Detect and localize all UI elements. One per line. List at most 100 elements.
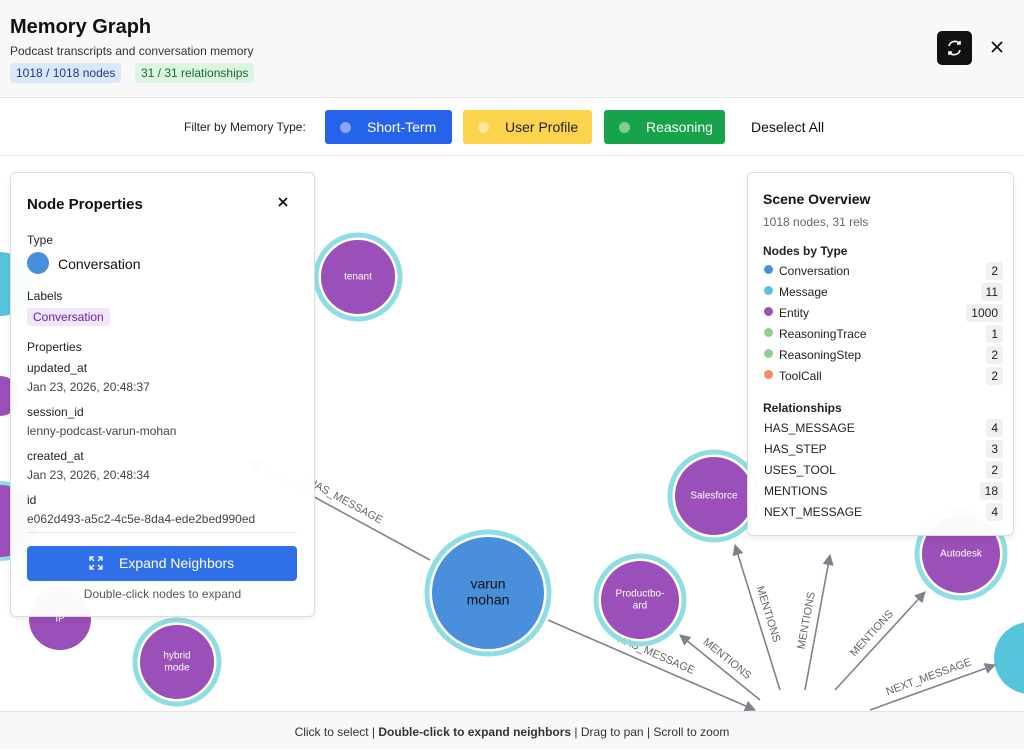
- panel-title: Node Properties: [27, 196, 143, 213]
- node-type-row: Conversation 2: [763, 262, 1003, 280]
- type-name: Conversation: [779, 264, 850, 278]
- node-label: tenant: [344, 272, 372, 283]
- relationship-row: MENTIONS 18: [763, 482, 1003, 500]
- edge: [834, 591, 926, 691]
- node-label: varun: [470, 576, 505, 592]
- graph-node[interactable]: tenant: [313, 232, 403, 322]
- type-count: 2: [986, 346, 1003, 364]
- filter-button[interactable]: Reasoning: [604, 110, 725, 144]
- rel-name: HAS_STEP: [764, 442, 827, 456]
- divider: [27, 532, 297, 533]
- rel-count: 4: [986, 419, 1003, 437]
- property-key: session_id: [27, 405, 84, 419]
- type-name: ToolCall: [779, 369, 822, 383]
- node-label: IP: [55, 614, 65, 625]
- rel-count: 2: [986, 461, 1003, 479]
- filter-button[interactable]: Short-Term: [325, 110, 452, 144]
- rel-count: 4: [986, 503, 1003, 521]
- type-name: ReasoningTrace: [779, 327, 867, 341]
- filter-dot: [619, 122, 630, 133]
- edge: [869, 663, 997, 711]
- property-value: e062d493-a5c2-4c5e-8da4-ede2bed990ed: [27, 512, 256, 526]
- relationship-row: NEXT_MESSAGE 4: [763, 503, 1003, 521]
- label-chip: Conversation: [27, 308, 110, 326]
- filter-button[interactable]: User Profile: [463, 110, 592, 144]
- type-count: 11: [980, 283, 1003, 301]
- subtitle: Podcast transcripts and conversation mem…: [10, 44, 254, 58]
- rel-name: HAS_MESSAGE: [764, 421, 855, 435]
- type-label: Type: [27, 233, 54, 247]
- filter-dot: [340, 122, 351, 133]
- type-dot: [764, 286, 773, 295]
- panel-title: Scene Overview: [763, 191, 871, 207]
- node-circle: [430, 535, 546, 651]
- type-dot: [764, 370, 773, 379]
- filter-label: Filter by Memory Type:: [184, 120, 306, 134]
- node-properties-panel: Node Properties Type Conversation Labels…: [10, 172, 315, 617]
- edge-label: MENTIONS: [848, 608, 896, 659]
- footer-hint: Double-click to expand neighbors: [378, 725, 572, 739]
- deselect-all[interactable]: Deselect All: [751, 119, 825, 135]
- property-key: id: [27, 493, 37, 507]
- summary: 1018 nodes, 31 rels: [763, 215, 869, 229]
- close-icon: [278, 197, 288, 207]
- node-label: ard: [633, 601, 647, 612]
- node-ring: [424, 529, 552, 657]
- graph-node[interactable]: Salesforce: [667, 449, 761, 543]
- footer-hint: Click to select: [294, 725, 369, 739]
- graph-node[interactable]: Productbo-ard: [593, 553, 687, 647]
- rel-count: 18: [979, 482, 1003, 500]
- node-type-row: Entity 1000: [763, 304, 1003, 322]
- close-button[interactable]: [988, 37, 1006, 57]
- type-dot: [27, 252, 49, 274]
- type-count: 1: [986, 325, 1003, 343]
- node-ring: [313, 232, 403, 322]
- type-name: Message: [779, 285, 828, 299]
- node-type-row: ReasoningTrace 1: [763, 325, 1003, 343]
- edge: [679, 634, 761, 701]
- edge: [804, 553, 834, 691]
- refresh-button[interactable]: [937, 31, 972, 65]
- node-label: hybrid: [163, 651, 190, 662]
- node-label: mohan: [467, 592, 510, 608]
- type-dot: [764, 307, 773, 316]
- property-key: updated_at: [27, 361, 88, 375]
- refresh-icon: [948, 40, 961, 56]
- rel-name: NEXT_MESSAGE: [764, 505, 863, 519]
- relationship-row: HAS_MESSAGE 4: [763, 419, 1003, 437]
- type-dot: [764, 328, 773, 337]
- type-name: Entity: [779, 306, 810, 320]
- footer-hint: Drag to pan: [580, 725, 644, 739]
- type-dot: [764, 349, 773, 358]
- panel-close[interactable]: [276, 195, 290, 214]
- node-type-row: ReasoningStep 2: [763, 346, 1003, 364]
- type-count: 2: [986, 367, 1003, 385]
- close-icon: [991, 41, 1003, 53]
- scene-overview-panel: Scene Overview 1018 nodes, 31 rels Nodes…: [747, 172, 1014, 536]
- partial-node: [994, 622, 1024, 694]
- filter-button-label: Short-Term: [367, 119, 437, 135]
- node-type-row: ToolCall 2: [763, 367, 1003, 385]
- property-value: Jan 23, 2026, 20:48:37: [27, 380, 150, 394]
- footer-hint: Scroll to zoom: [653, 725, 730, 739]
- edge: [732, 543, 781, 691]
- type-count: 1000: [966, 304, 1003, 322]
- filter-dot: [478, 122, 489, 133]
- type-count: 2: [986, 262, 1003, 280]
- labels-label: Labels: [27, 289, 63, 303]
- node-badge: 1018 / 1018 nodes: [10, 63, 122, 83]
- node-circle: [599, 559, 681, 641]
- relationship-row: HAS_STEP 3: [763, 440, 1003, 458]
- type-value: Conversation: [58, 256, 141, 272]
- hint: Double-click nodes to expand: [83, 587, 242, 601]
- edge-label: MENTIONS: [754, 585, 783, 644]
- footer: Click to select | Double-click to expand…: [0, 711, 1024, 749]
- edge: [547, 619, 757, 711]
- node-ring: [132, 617, 222, 707]
- expand-button[interactable]: Expand Neighbors: [27, 546, 297, 581]
- node-label: Salesforce: [690, 491, 738, 502]
- relationship-row: USES_TOOL 2: [763, 461, 1003, 479]
